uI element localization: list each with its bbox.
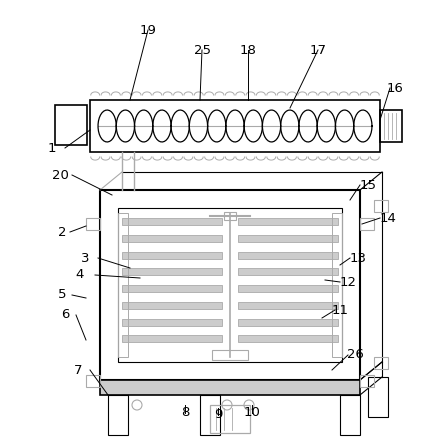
Bar [224,212,236,220]
Bar [122,218,222,225]
Bar [374,200,388,212]
Text: 7: 7 [74,364,82,377]
Bar [368,377,388,417]
Text: 16: 16 [387,82,403,94]
Text: 17: 17 [310,43,327,57]
Bar [86,218,100,230]
Bar [360,375,374,387]
Bar [238,335,338,342]
Bar [360,218,374,230]
Text: 2: 2 [58,225,66,238]
Bar [210,405,250,433]
Bar [122,268,222,275]
Bar [380,110,402,142]
Text: 20: 20 [51,168,68,182]
Bar [100,190,360,380]
Bar [212,350,248,360]
Bar [100,380,360,395]
Bar [122,319,222,326]
Bar [374,357,388,369]
Bar [238,285,338,292]
Bar [122,285,222,292]
Text: 4: 4 [76,268,84,281]
Text: 9: 9 [214,408,222,421]
Bar [238,218,338,225]
Text: 10: 10 [244,407,260,420]
Text: 6: 6 [61,308,69,322]
Text: 14: 14 [380,211,396,225]
Bar [122,252,222,259]
Bar [340,395,360,435]
Bar [238,268,338,275]
Bar [238,252,338,259]
Text: 18: 18 [239,43,256,57]
Bar [238,319,338,326]
Bar [332,213,342,357]
Bar [122,302,222,309]
Text: 19: 19 [140,23,157,36]
Text: 11: 11 [331,303,348,316]
Text: 25: 25 [194,43,211,57]
Bar [238,235,338,242]
Text: 15: 15 [360,179,377,191]
Text: 13: 13 [350,252,367,264]
Bar [55,105,87,145]
Text: 12: 12 [340,276,357,288]
Text: 1: 1 [48,141,56,155]
Text: 26: 26 [347,349,364,361]
Bar [86,375,100,387]
Text: 5: 5 [58,288,66,302]
Bar [200,395,220,435]
Bar [90,100,380,152]
Bar [108,395,128,435]
Bar [118,213,128,357]
Bar [238,302,338,309]
Text: 3: 3 [81,252,89,264]
Bar [118,208,342,362]
Bar [122,235,222,242]
Text: 8: 8 [181,407,189,420]
Bar [122,335,222,342]
